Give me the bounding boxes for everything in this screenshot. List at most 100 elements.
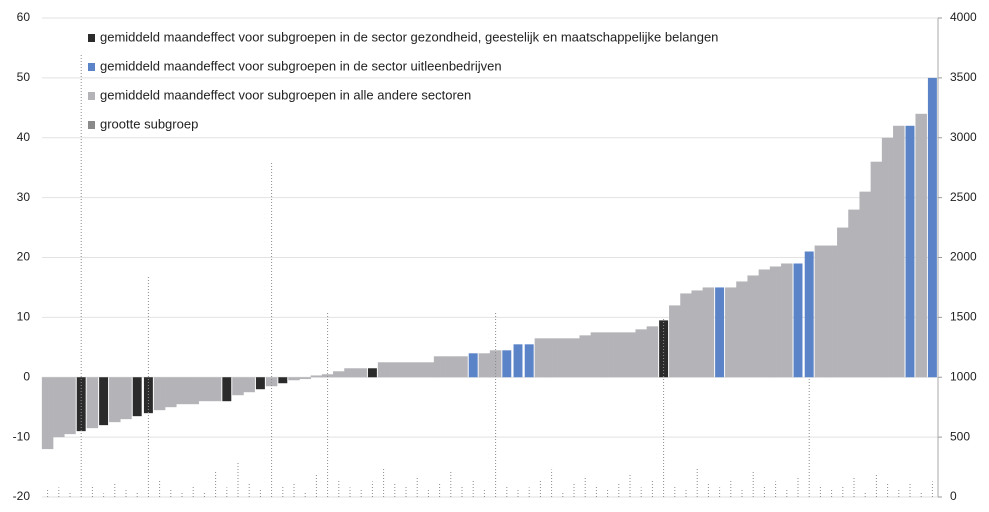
bar — [513, 344, 523, 378]
bar — [243, 377, 255, 393]
bar — [915, 113, 927, 378]
bar — [691, 290, 703, 378]
bar — [825, 245, 838, 378]
bar — [209, 377, 222, 402]
bar — [344, 368, 356, 378]
bar — [646, 326, 659, 378]
y-tick-label: -10 — [13, 429, 31, 443]
bar — [153, 377, 166, 411]
bar — [445, 356, 457, 378]
legend-marker — [88, 63, 95, 71]
bar — [333, 371, 345, 378]
bar — [176, 377, 188, 405]
bar — [669, 305, 681, 378]
y2-tick-label: 2500 — [950, 190, 977, 204]
bar — [321, 374, 334, 378]
bar — [635, 329, 647, 378]
bar — [355, 368, 367, 378]
bar — [793, 263, 803, 378]
bar — [86, 377, 99, 429]
bar — [76, 377, 86, 432]
y2-tick-label: 1000 — [950, 369, 977, 383]
y-tick-label: 0 — [23, 369, 30, 383]
bar — [222, 377, 232, 402]
bar — [411, 362, 423, 378]
bar — [187, 377, 199, 405]
bar — [715, 287, 725, 378]
bar — [310, 375, 323, 378]
bar — [468, 353, 478, 378]
bar — [255, 377, 265, 390]
bar — [881, 137, 894, 378]
legend-label: gemiddeld maandeffect voor subgroepen in… — [100, 58, 502, 73]
bar — [64, 377, 76, 435]
bar — [769, 266, 782, 378]
y-tick-label: 50 — [17, 70, 31, 84]
bar — [736, 281, 748, 378]
bar — [613, 332, 625, 378]
y2-tick-label: 2000 — [950, 250, 977, 264]
y2-tick-label: 0 — [950, 489, 957, 503]
bar — [601, 332, 614, 378]
bar — [870, 161, 883, 378]
bar — [53, 377, 65, 438]
y2-tick-label: 3000 — [950, 130, 977, 144]
y2-tick-label: 3500 — [950, 70, 977, 84]
bar — [109, 377, 121, 423]
y2-tick-label: 1500 — [950, 310, 977, 324]
bar — [165, 377, 177, 408]
bar — [557, 338, 569, 378]
bar — [120, 377, 132, 420]
bar — [377, 362, 390, 378]
bar — [232, 377, 244, 396]
bar — [927, 77, 937, 378]
bar — [278, 377, 288, 384]
bar — [389, 362, 401, 378]
bar — [725, 287, 737, 378]
y-tick-label: 20 — [17, 250, 31, 264]
bar — [478, 353, 491, 378]
y2-tick-label: 4000 — [950, 10, 977, 24]
bar — [433, 356, 446, 378]
bar — [198, 377, 211, 402]
bar — [747, 275, 759, 378]
legend-label: gemiddeld maandeffect voor subgroepen in… — [100, 87, 471, 102]
bar — [702, 287, 715, 378]
bar — [299, 377, 311, 380]
bar — [859, 191, 871, 378]
bar — [893, 125, 905, 378]
legend-marker — [88, 34, 95, 42]
bar — [804, 251, 814, 378]
y-tick-label: 40 — [17, 130, 31, 144]
bar — [848, 209, 860, 378]
bar — [568, 338, 580, 378]
legend-marker — [88, 121, 95, 129]
legend-label: gemiddeld maandeffect voor subgroepen in… — [100, 29, 718, 44]
bar — [524, 344, 534, 378]
bar — [99, 377, 109, 426]
y-tick-label: 10 — [17, 310, 31, 324]
bar — [781, 263, 793, 378]
bar — [288, 377, 300, 381]
bar — [422, 362, 435, 378]
bar — [456, 356, 468, 378]
bar — [590, 332, 603, 378]
legend-marker — [88, 92, 95, 100]
bar — [905, 125, 915, 378]
bar — [143, 377, 153, 414]
bar — [837, 227, 849, 378]
bar — [489, 350, 502, 378]
bar — [132, 377, 142, 417]
y-tick-label: -20 — [13, 489, 31, 503]
bar — [680, 293, 692, 378]
bar — [367, 368, 377, 378]
y-tick-label: 60 — [17, 10, 31, 24]
y-tick-label: 30 — [17, 190, 31, 204]
bar — [624, 332, 636, 378]
bar — [534, 338, 547, 378]
bar — [400, 362, 412, 378]
bar — [41, 377, 54, 450]
bar — [579, 335, 591, 378]
bar — [659, 320, 669, 378]
